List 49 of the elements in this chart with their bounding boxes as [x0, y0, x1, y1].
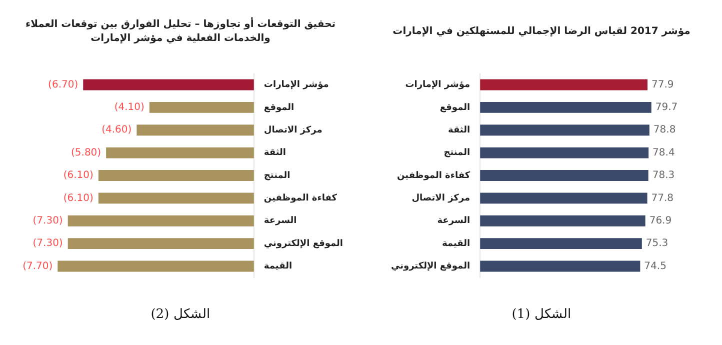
text: الشكل (2): [150, 306, 212, 322]
y-tick-label: السرعة: [437, 216, 470, 226]
bar: [480, 192, 648, 204]
y-tick-label: الثقة: [264, 148, 286, 158]
data-label: 78.4: [652, 147, 675, 158]
data-label: 78.8: [653, 124, 676, 136]
data-label: 77.8: [651, 192, 674, 204]
data-label: (7.30): [32, 215, 63, 226]
y-tick-label: القيمة: [442, 238, 470, 249]
data-label: (6.70): [48, 79, 78, 90]
data-label: (6.10): [63, 170, 94, 182]
y-tick-label: كفاءة الموظفين: [264, 194, 338, 204]
data-label: 78.3: [652, 170, 675, 182]
data-label: 74.5: [644, 260, 666, 272]
y-tick-label: مركز الاتصال: [264, 125, 322, 136]
bar: [480, 238, 642, 250]
data-label: (7.70): [22, 260, 53, 272]
bar: [480, 124, 650, 136]
data-label: 75.3: [646, 238, 668, 250]
y-tick-label: كفاءة الموظفين: [397, 170, 471, 181]
y-tick-label: مؤشر الإمارات: [405, 80, 470, 90]
data-label: 76.9: [649, 215, 672, 226]
y-tick-label: مركز الاتصال: [412, 194, 470, 204]
data-label: (4.10): [114, 102, 145, 114]
y-tick-label: الموقع: [440, 102, 470, 113]
data-label: (6.10): [63, 192, 94, 204]
bar: [480, 79, 648, 90]
chart-title: مؤشر 2017 لقياس الرضا الإجمالي للمستهلكين في الإمارات: [392, 25, 692, 39]
bar: [480, 215, 646, 226]
data-label: 79.7: [655, 102, 678, 114]
data-label: (4.60): [102, 124, 132, 136]
data-label: (5.80): [71, 147, 102, 158]
text: الشكل (1): [510, 306, 572, 322]
y-tick-label: الموقع الإلكتروني: [264, 238, 344, 249]
bar: [480, 260, 640, 272]
data-label: (7.30): [32, 238, 63, 250]
y-tick-label: الموقع: [264, 102, 294, 113]
data-label: 77.9: [651, 79, 674, 90]
y-tick-label: المنتج: [264, 170, 290, 181]
bar: [480, 102, 652, 113]
y-tick-label: السرعة: [264, 216, 297, 226]
y-tick-label: القيمة: [264, 262, 292, 272]
chart-title: تحقيق التوقعات أو تجاوزها – تحليل الفوارق بين توقعات العملاء والخدمات الفعلية في مؤشر الإمارات: [24, 16, 337, 46]
bar: [480, 170, 648, 181]
bar: [480, 147, 649, 158]
y-tick-label: الثقة: [448, 125, 470, 136]
y-tick-label: مؤشر الإمارات: [264, 80, 329, 90]
y-tick-label: الموقع الإلكتروني: [390, 262, 470, 272]
y-tick-label: المنتج: [444, 148, 470, 158]
